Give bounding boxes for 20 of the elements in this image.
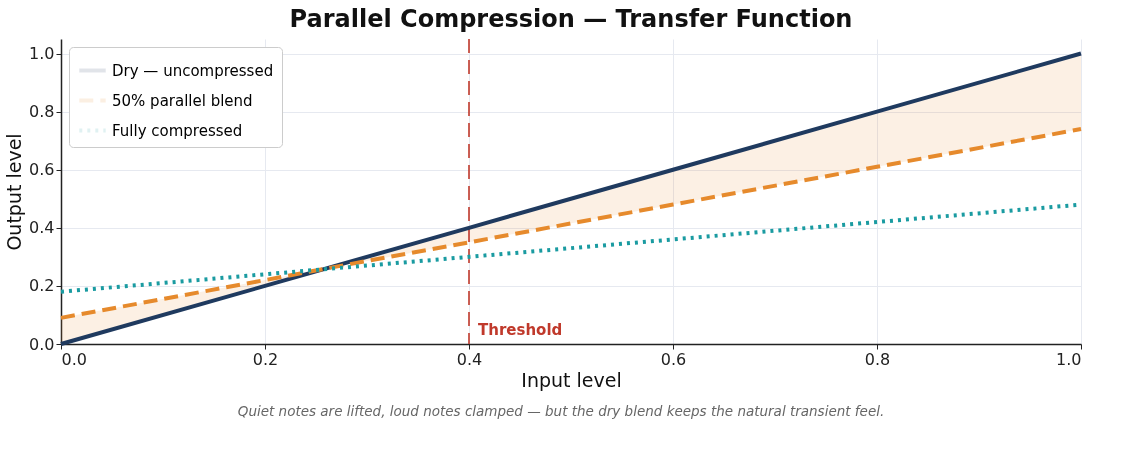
y-tick-label: 0.0: [29, 334, 55, 354]
x-tick-label: 0.4: [456, 349, 483, 369]
x-axis-title: Input level: [521, 368, 622, 391]
x-tick-label: 0.6: [660, 349, 687, 369]
legend-label: Fully compressed: [112, 121, 243, 140]
chart-title: Parallel Compression — Transfer Function: [289, 5, 853, 34]
legend-label: 50% parallel blend: [112, 91, 253, 110]
y-tick-label: 1.0: [29, 44, 55, 64]
y-tick-label: 0.4: [29, 218, 55, 238]
x-tick-label: 1.0: [1056, 349, 1082, 369]
y-tick-label: 0.6: [29, 160, 55, 180]
x-tick-label: 0.2: [252, 349, 279, 369]
ref-line-label: Threshold: [478, 321, 563, 339]
text: Quiet notes are lifted, loud notes clamped — but the dry blend keeps the natural transient feel.: [237, 403, 885, 419]
y-tick-label: 0.8: [29, 102, 55, 122]
y-axis-title: Output level: [3, 133, 26, 251]
y-tick-label: 0.2: [29, 276, 55, 296]
legend-label: Dry — uncompressed: [112, 61, 274, 80]
x-tick-label: 0.8: [864, 349, 891, 369]
x-tick-label: 0.0: [61, 349, 87, 369]
